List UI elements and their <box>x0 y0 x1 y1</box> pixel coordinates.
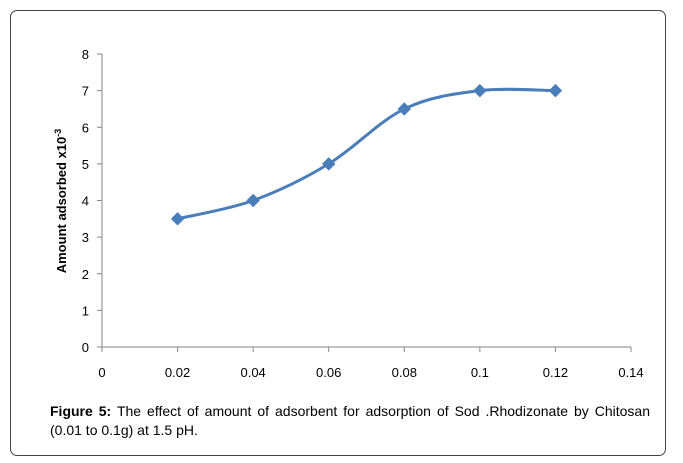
y-axis-label-text: Amount adsorbed x10 <box>54 137 69 274</box>
x-tick-label: 0.12 <box>543 365 568 380</box>
data-point-marker <box>246 193 260 208</box>
y-tick-label: 3 <box>82 230 89 245</box>
y-axis-label: Amount adsorbed x10-3 <box>53 129 69 274</box>
y-tick-label: 6 <box>82 120 89 135</box>
x-tick-label: 0.14 <box>618 365 643 380</box>
y-tick-label: 7 <box>82 84 89 99</box>
caption-label: Figure 5: <box>50 403 112 419</box>
x-tick-label: 0.02 <box>165 365 190 380</box>
data-markers <box>170 83 563 226</box>
y-tick-label: 1 <box>82 303 89 318</box>
data-point-marker <box>548 83 563 98</box>
y-tick-label: 2 <box>82 267 89 282</box>
x-tick-label: 0.06 <box>316 365 341 380</box>
data-point-marker <box>397 102 411 116</box>
chart-axes <box>97 53 632 352</box>
y-tick-label: 0 <box>82 340 89 355</box>
y-tick-label: 5 <box>82 157 89 172</box>
data-point-marker <box>473 83 487 98</box>
series-line <box>177 87 556 221</box>
figure-frame <box>10 10 666 456</box>
figure-caption: Figure 5: The effect of amount of adsorb… <box>50 402 650 440</box>
y-axis-label-sup: -3 <box>53 129 63 137</box>
x-tick-label: 0.08 <box>392 365 417 380</box>
tick-labels: 0 1 2 3 4 5 6 7 8 0 0.02 0.04 0.06 0.08 0.1 0.12 0.14 <box>82 47 644 380</box>
x-tick-label: 0.1 <box>471 365 489 380</box>
y-tick-label: 4 <box>82 194 89 209</box>
x-tick-label: 0.04 <box>240 365 265 380</box>
caption-text: The effect of amount of adsorbent for ad… <box>50 403 650 438</box>
x-tick-label: 0 <box>98 365 105 380</box>
data-point-marker <box>322 157 336 171</box>
y-tick-label: 8 <box>82 47 89 62</box>
data-point-marker <box>170 212 185 226</box>
